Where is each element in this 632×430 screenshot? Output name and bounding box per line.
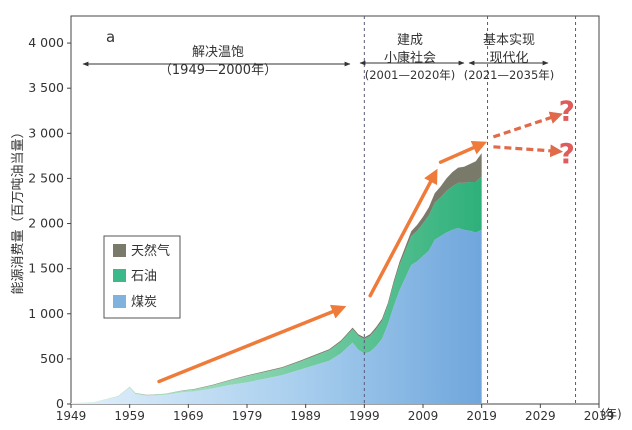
- period-2-label-line1: 建成: [397, 33, 423, 48]
- question-mark: ?: [559, 137, 575, 170]
- y-tick-label: 1 500: [28, 261, 64, 276]
- y-tick-label: 2 500: [28, 170, 64, 185]
- panel-label: a: [106, 28, 115, 46]
- x-axis-unit: (年): [600, 407, 621, 421]
- period-3-label-line2: 现代化: [489, 51, 528, 66]
- x-tick-label: 2009: [408, 409, 439, 423]
- legend-swatch-gas: [113, 244, 126, 257]
- future-arrows: [492, 111, 564, 158]
- future-arrow: [493, 144, 564, 158]
- period-2-range: (2001—2020年): [365, 68, 456, 82]
- series-area-coal: [71, 228, 482, 404]
- y-tick-label: 0: [56, 396, 64, 411]
- period-3-label-line1: 基本实现: [483, 33, 535, 48]
- trend-arrow: [438, 140, 488, 164]
- y-axis-title: 能源消费量（百万吨油当量）: [11, 125, 26, 294]
- trend-arrows: [157, 140, 488, 384]
- future-arrow: [492, 111, 563, 139]
- x-tick-label: 1999: [349, 409, 380, 423]
- trend-arrow: [368, 168, 438, 298]
- y-tick-label: 500: [40, 351, 64, 366]
- period-dividers: [363, 16, 577, 404]
- area-layers: [71, 153, 482, 404]
- legend: 天然气 石油 煤炭: [103, 235, 181, 319]
- question-mark: ?: [559, 95, 575, 128]
- x-tick-label: 1959: [114, 409, 145, 423]
- series-area-oil: [71, 176, 482, 404]
- y-axis-ticks: 0 500 1 000 1 500 2 000 2 500 3 000 3 500 4 000: [28, 35, 71, 411]
- period-1-label: 解决温饱: [192, 45, 244, 60]
- x-axis-ticks: 1949 1959 1969 1979 1989 1999 2009 2019 2029 2039: [56, 404, 615, 423]
- period-annotations: 解决温饱 （1949—2000年） 建成 小康社会 (2001—2020年) 基…: [82, 33, 555, 82]
- y-tick-label: 3 500: [28, 80, 64, 95]
- x-tick-label: 2039: [584, 409, 615, 423]
- legend-label-gas: 天然气: [131, 243, 170, 259]
- x-tick-label: 2029: [525, 409, 556, 423]
- x-tick-label: 1979: [232, 409, 263, 423]
- legend-swatch-oil: [113, 269, 126, 282]
- x-tick-label: 1969: [173, 409, 204, 423]
- legend-label-coal: 煤炭: [131, 295, 157, 310]
- period-1-range: （1949—2000年）: [159, 63, 277, 78]
- question-marks: ??: [559, 95, 575, 170]
- trend-arrow: [157, 304, 347, 384]
- legend-swatch-coal: [113, 295, 126, 308]
- legend-label-oil: 石油: [131, 269, 157, 284]
- period-2-label-line2: 小康社会: [384, 50, 436, 66]
- y-tick-label: 3 000: [28, 125, 64, 140]
- period-3-range: (2021—2035年): [464, 68, 555, 82]
- x-tick-label: 1989: [290, 409, 321, 423]
- x-tick-label: 2019: [466, 409, 497, 423]
- y-tick-label: 4 000: [28, 35, 64, 50]
- y-tick-label: 1 000: [28, 306, 64, 321]
- y-tick-label: 2 000: [28, 216, 64, 231]
- x-tick-label: 1949: [56, 409, 87, 423]
